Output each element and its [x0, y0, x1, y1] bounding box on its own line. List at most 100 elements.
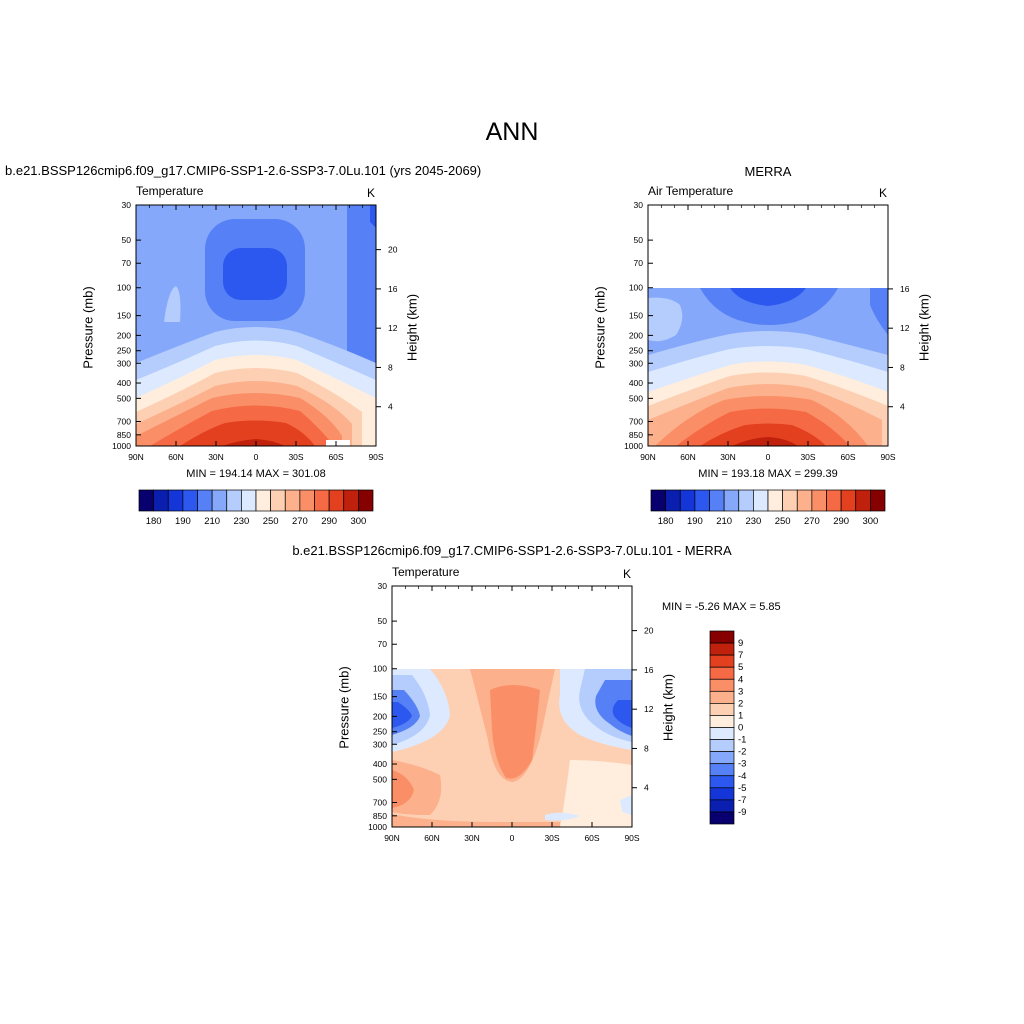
diff-htick-label: 12: [644, 704, 654, 714]
obs-cbar-box: [870, 489, 886, 512]
model-xtick-label: 60S: [328, 452, 343, 462]
obs-cbar-box: [738, 489, 754, 512]
model-htick-label: 20: [388, 245, 398, 255]
diff-cbar-box: [709, 727, 735, 740]
model-cbar-box: [255, 489, 271, 512]
model-cbar-label: 270: [292, 516, 308, 527]
diff-xtick-label: 30N: [464, 833, 480, 843]
diff-cbar-box: [709, 787, 735, 801]
model-ptick-label: 700: [117, 416, 131, 426]
model-xtick-label: 30N: [208, 452, 224, 462]
obs-ptick-label: 200: [629, 330, 643, 340]
obs-ptick-label: 30: [634, 200, 644, 210]
obs-cbar-box: [753, 489, 769, 512]
model-cbar-label: 210: [204, 516, 220, 527]
model-cbar-box: [182, 489, 198, 512]
diff-xtick-label: 90S: [624, 833, 639, 843]
obs-ptick-label: 700: [629, 416, 643, 426]
diff-variable-label: Temperature: [392, 565, 460, 579]
model-cbar-box: [328, 489, 345, 512]
diff-ptick-label: 850: [373, 811, 387, 821]
obs-cbar-box: [665, 489, 681, 512]
obs-ptick-label: 150: [629, 311, 643, 321]
model-panel-title: b.e21.BSSP126cmip6.f09_g17.CMIP6-SSP1-2.…: [5, 163, 482, 178]
obs-cbar-box: [826, 489, 842, 512]
model-htick-label: 12: [388, 323, 398, 333]
model-ptick-label: 150: [117, 311, 131, 321]
obs-ptick-label: 50: [634, 235, 644, 245]
obs-cbar-box: [650, 489, 666, 512]
model-cbar-label: 300: [350, 516, 366, 527]
model-xtick-label: 30S: [288, 452, 303, 462]
obs-cbar-box: [767, 489, 783, 512]
model-cbar-box: [343, 489, 359, 512]
model-xtick-label: 0: [254, 452, 259, 462]
obs-cbar-label: 190: [687, 516, 703, 527]
obs-htick-label: 12: [900, 323, 910, 333]
obs-htick-label: 16: [900, 284, 910, 294]
diff-contour-field: [392, 669, 632, 827]
model-cbar-label: 230: [233, 516, 249, 527]
diff-ptick-label: 30: [378, 581, 388, 591]
diff-xtick-label: 90N: [384, 833, 400, 843]
diff-cbar-label: -7: [738, 795, 746, 806]
model-xtick-label: 90N: [128, 452, 144, 462]
model-ptick-label: 50: [122, 235, 132, 245]
diff-cbar-label: 5: [738, 662, 743, 673]
diff-cbar-box: [709, 654, 735, 668]
diff-cbar-box: [709, 763, 735, 777]
obs-cbar-box: [811, 489, 827, 512]
diff-ptick-label: 250: [373, 727, 387, 737]
obs-cbar-label: 180: [658, 516, 674, 527]
obs-ptick-label: 850: [629, 430, 643, 440]
diff-cbar-label: -5: [738, 783, 746, 794]
diff-xtick-label: 60N: [424, 833, 440, 843]
model-htick-label: 16: [388, 284, 398, 294]
diff-cbar-label: 7: [738, 650, 743, 661]
diff-cbar-label: 9: [738, 638, 743, 649]
axes-layer: 305070100150200250300400500700850100090N…: [112, 200, 910, 843]
obs-ptick-label: 300: [629, 358, 643, 368]
diff-cbar-label: 3: [738, 686, 743, 697]
obs-xtick-label: 60S: [840, 452, 855, 462]
obs-ptick-label: 250: [629, 346, 643, 356]
diff-xtick-label: 0: [510, 833, 515, 843]
diff-cbar-label: -4: [738, 771, 746, 782]
diff-xtick-label: 60S: [584, 833, 599, 843]
diff-ptick-label: 70: [378, 639, 388, 649]
model-units-label: K: [367, 186, 376, 200]
obs-variable-label: Air Temperature: [648, 184, 734, 198]
model-cbar-box: [211, 489, 228, 512]
diff-cbar-box: [709, 666, 735, 680]
diff-cbar-box: [709, 703, 735, 716]
obs-xtick-label: 60N: [680, 452, 696, 462]
model-cbar-box: [138, 489, 154, 512]
diff-min-max: MIN = -5.26 MAX = 5.85: [662, 601, 781, 613]
diff-cbar-label: 1: [738, 710, 743, 721]
obs-ptick-label: 500: [629, 393, 643, 403]
obs-panel-title: MERRA: [744, 164, 792, 179]
obs-cbar-label: 290: [833, 516, 849, 527]
obs-cbar-box: [840, 489, 857, 512]
diff-ptick-label: 500: [373, 774, 387, 784]
diff-htick-label: 20: [644, 626, 654, 636]
obs-min-max: MIN = 193.18 MAX = 299.39: [698, 468, 838, 480]
diff-ptick-label: 50: [378, 616, 388, 626]
diff-panel-title: b.e21.BSSP126cmip6.f09_g17.CMIP6-SSP1-2.…: [292, 543, 732, 558]
model-ptick-label: 400: [117, 378, 131, 388]
diff-xtick-label: 30S: [544, 833, 559, 843]
diff-ptick-label: 700: [373, 797, 387, 807]
diff-ptick-label: 100: [373, 664, 387, 674]
obs-htick-label: 8: [900, 362, 905, 372]
colorbar-layer: 180 190 210 230 250 270 290 300 180 190 210 230 250 2…: [138, 489, 886, 825]
diff-cbar-label: -3: [738, 759, 746, 770]
diff-ptick-label: 200: [373, 711, 387, 721]
diff-cbar-box: [709, 811, 735, 825]
obs-cbar-box: [782, 489, 798, 512]
obs-cbar-box: [723, 489, 740, 512]
diff-cbar-box: [709, 690, 735, 704]
model-cbar-box: [241, 489, 257, 512]
diff-ptick-label: 300: [373, 739, 387, 749]
model-cbar-box: [270, 489, 286, 512]
model-ptick-label: 30: [122, 200, 132, 210]
